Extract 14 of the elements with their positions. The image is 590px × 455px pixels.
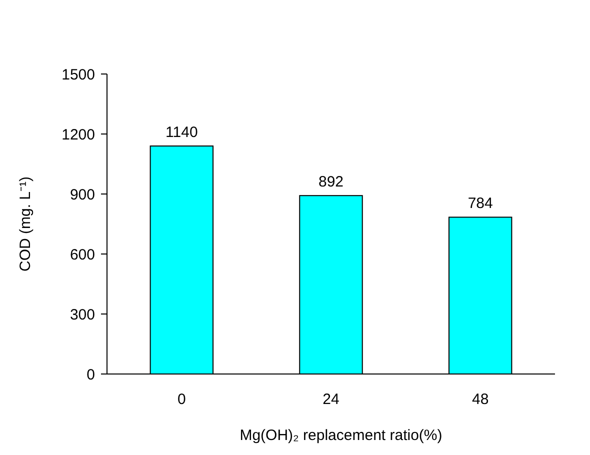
data-label: 784 bbox=[468, 195, 493, 212]
y-tick-label: 600 bbox=[70, 246, 95, 264]
x-tick-label: 48 bbox=[472, 391, 489, 408]
x-axis-title: Mg(OH)₂ replacement ratio(%) bbox=[240, 427, 442, 444]
x-tick-label: 0 bbox=[177, 391, 186, 408]
y-tick-label: 0 bbox=[86, 366, 95, 384]
y-tick-label: 1200 bbox=[62, 126, 95, 144]
y-tick-label: 900 bbox=[70, 186, 95, 204]
y-axis-title: COD (mg. L⁻¹) bbox=[17, 176, 34, 272]
data-label: 892 bbox=[318, 174, 344, 191]
y-tick-label: 1500 bbox=[62, 66, 95, 84]
data-label: 1140 bbox=[166, 124, 198, 141]
x-tick-label: 24 bbox=[322, 391, 340, 408]
y-tick-label: 300 bbox=[70, 306, 95, 324]
